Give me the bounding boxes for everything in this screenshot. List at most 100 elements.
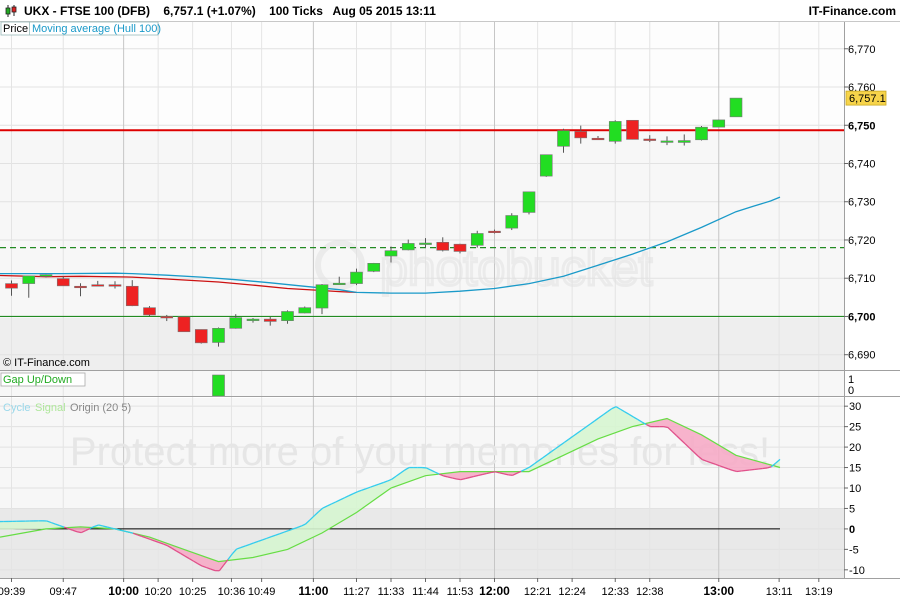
time-tick-label: 12:38 <box>636 586 664 598</box>
chart-copyright: © IT-Finance.com <box>3 357 90 369</box>
bullish-candle <box>350 271 363 284</box>
bullish-candle <box>332 282 346 285</box>
last-price-tag-background <box>845 90 887 106</box>
cycle-line-segment <box>430 469 436 473</box>
bullish-candle <box>384 250 398 257</box>
time-tick-label: 11:44 <box>412 586 439 598</box>
price-tick-label: 6,720 <box>848 235 876 247</box>
cycle-line-segment <box>542 454 548 459</box>
price-legend-hull-ma[interactable]: Moving average (Hull 100) <box>32 23 161 35</box>
cycle-line-segment <box>633 416 639 421</box>
cycle-line-segment <box>227 553 233 560</box>
cycle-line-segment <box>188 558 194 562</box>
cycle-line-segment <box>128 531 134 534</box>
cycle-line-segment <box>512 472 518 476</box>
cycle-line-segment <box>710 462 716 465</box>
bearish-candle <box>160 316 174 319</box>
bullish-candle <box>539 154 553 177</box>
cycle-line-segment <box>465 476 470 480</box>
cycle-line-segment <box>525 466 531 470</box>
cycle-line-segment <box>770 462 777 468</box>
cycle-line-segment <box>150 538 155 542</box>
cycle-line-segment <box>503 473 509 476</box>
cycle-line-segment <box>434 471 440 475</box>
cycle-line-segment <box>145 537 151 541</box>
cycle-bearish-fill <box>439 471 522 480</box>
cycle-tick-label: 20 <box>849 442 861 454</box>
price-legend-price[interactable]: Price <box>3 23 28 35</box>
gap-panel[interactable] <box>0 371 844 396</box>
price-tick-label: 6,690 <box>848 350 876 362</box>
cycle-line-segment <box>387 478 393 482</box>
cycle-tick-label: 5 <box>849 503 855 515</box>
cycle-tick-label: 15 <box>849 463 861 475</box>
cycle-line-segment <box>318 507 324 513</box>
cycle-line-segment <box>141 535 147 539</box>
cycle-bullish-fill <box>521 406 647 472</box>
price-legend-box <box>0 21 159 36</box>
bearish-candle <box>453 243 467 252</box>
cycle-line-segment <box>594 417 600 422</box>
cycle-legend-signal[interactable]: Signal <box>35 402 66 414</box>
gap-legend[interactable]: Gap Up/Down <box>0 372 86 387</box>
cycle-line-segment <box>266 536 272 539</box>
bullish-candle <box>608 121 622 142</box>
cycle-line-segment <box>775 458 781 464</box>
time-tick-label: 13:00 <box>703 584 734 598</box>
cycle-line-segment <box>132 532 138 536</box>
cycle-line-segment <box>270 534 276 538</box>
bearish-candle <box>263 318 277 322</box>
bullish-candle <box>39 274 53 277</box>
cycle-line-segment <box>754 468 759 471</box>
cycle-line-segment <box>283 530 289 533</box>
cycle-legend-origin[interactable]: Origin (20 5) <box>70 402 131 414</box>
cycle-line-segment <box>426 467 431 471</box>
bullish-candle <box>419 242 432 245</box>
cycle-line-segment <box>348 493 354 497</box>
candlestick-icon <box>5 5 17 17</box>
bullish-candle <box>298 307 312 314</box>
cycle-line-segment <box>555 444 561 450</box>
cycle-line-segment <box>766 466 772 469</box>
cycle-line-segment <box>374 483 380 487</box>
bearish-candle <box>194 329 208 344</box>
cycle-line-segment <box>663 425 668 429</box>
price-tick-label: 6,700 <box>848 311 876 323</box>
bullish-candle <box>712 119 726 128</box>
cycle-line-segment <box>344 495 350 499</box>
cycle-line-segment <box>107 526 112 529</box>
cycle-line-segment <box>171 547 177 552</box>
bearish-candle <box>125 285 139 307</box>
cycle-line-segment <box>452 477 457 480</box>
gap-legend-label[interactable]: Gap Up/Down <box>3 374 72 386</box>
cycle-line-segment <box>520 468 526 472</box>
bearish-candle <box>108 284 122 287</box>
time-tick-label: 11:27 <box>343 586 370 598</box>
bearish-candle <box>5 283 18 289</box>
cycle-legend[interactable]: Cycle Signal Origin (20 5) <box>3 402 131 414</box>
cycle-line-segment <box>339 497 345 501</box>
cycle-line-segment <box>745 469 750 472</box>
cycle-line-segment <box>607 408 613 413</box>
cycle-line-segment <box>676 435 682 441</box>
cycle-line-segment <box>245 543 250 547</box>
time-tick-label: 12:33 <box>601 586 629 598</box>
time-tick-label: 11:33 <box>378 586 405 598</box>
cycle-tick-label: -5 <box>849 544 859 556</box>
photobucket-watermark: photobucket <box>315 239 654 298</box>
cycle-line-segment <box>279 531 285 535</box>
cycle-line-segment <box>184 555 190 560</box>
cycle-line-segment <box>624 411 630 415</box>
cycle-line-segment <box>115 528 121 531</box>
time-tick-label: 12:24 <box>558 586 586 598</box>
cycle-line-segment <box>728 468 733 472</box>
bullish-candle <box>22 275 36 284</box>
cycle-line-segment <box>163 543 168 547</box>
cycle-legend-cycle[interactable]: Cycle <box>3 402 31 414</box>
gap-bars <box>212 374 225 397</box>
gap-tick-label: 0 <box>848 385 854 397</box>
bullish-candle <box>212 328 225 343</box>
price-legend[interactable]: Price Moving average (Hull 100) <box>0 21 161 36</box>
cycle-bearish-fill <box>133 533 228 571</box>
